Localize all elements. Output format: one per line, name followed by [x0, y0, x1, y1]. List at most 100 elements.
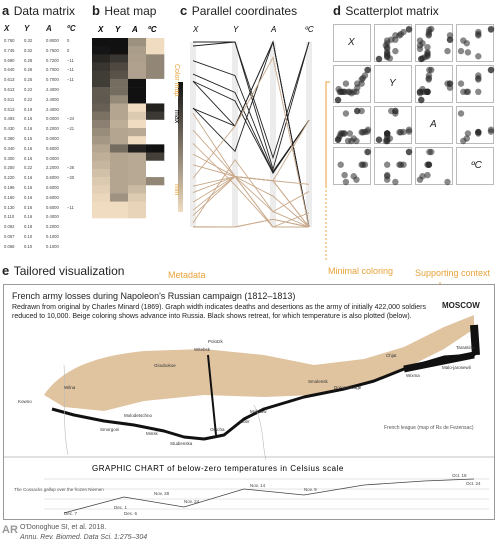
matrix-cell: −11: [67, 57, 74, 63]
temp-label: Oct. 24: [466, 481, 481, 486]
heatmap-cell: [110, 70, 129, 80]
city-label: Smorgoni: [100, 427, 119, 432]
heatmap-cell: [110, 193, 129, 202]
matrix-header-a: A: [46, 24, 52, 33]
tailored-visualization: French army losses during Napoleon's Rus…: [3, 284, 495, 520]
heatmap-cell: [92, 152, 111, 162]
temperature-line: [63, 478, 475, 514]
matrix-cell: 0.6000: [46, 175, 59, 181]
matrix-cell: 0.16: [24, 116, 33, 122]
heatmap-cell: [128, 87, 147, 96]
heatmap-cell: [92, 70, 111, 80]
scatter-point: [405, 26, 413, 33]
scatter-plot: [457, 25, 495, 60]
colormap-bar: [178, 82, 183, 212]
heatmap-cell: [146, 95, 165, 104]
panel-letter: e: [2, 263, 10, 278]
panel-letter: c: [180, 3, 188, 18]
heatmap-cell: [146, 152, 165, 162]
river-line: [253, 404, 267, 461]
scatter-point: [364, 66, 371, 74]
pc-line: [192, 158, 310, 228]
scatter-point: [396, 129, 403, 136]
scatter-cell: X: [333, 24, 371, 62]
scatter-point: [457, 110, 465, 117]
heatmap-header-y: Y: [115, 25, 121, 34]
city-label: Molodetschno: [124, 413, 153, 418]
matrix-cell: 0.6000: [46, 204, 59, 210]
heatmap-cell: [110, 46, 129, 55]
heatmap-cell: [146, 185, 165, 194]
matrix-cell: 0.640: [4, 67, 15, 73]
scatter-plot: [416, 148, 451, 186]
heatmap-cell: [128, 160, 147, 170]
matrix-cell: 0.16: [24, 214, 33, 220]
scatter-point: [334, 96, 342, 104]
city-label: Smolensk: [308, 379, 329, 384]
temp-label: Dec. 1: [114, 505, 128, 510]
matrix-cell: 0.16: [24, 175, 33, 181]
scatter-point: [342, 178, 350, 186]
matrix-cell: 0.10: [24, 243, 33, 249]
heatmap-cell: [128, 54, 147, 63]
panel-letter: b: [92, 3, 100, 18]
scatter-point: [396, 161, 403, 168]
temp-label: Oct. 18: [452, 473, 467, 478]
heatmap-cell: [146, 103, 165, 112]
pc-axes: [190, 42, 312, 227]
scatter-cell: [333, 147, 372, 186]
scatter-plot: [457, 110, 495, 145]
scatter-point: [358, 129, 365, 136]
heatmap-cell: [110, 119, 129, 129]
city-label: Tarantino: [456, 345, 475, 350]
pc-label-x: X: [192, 25, 199, 34]
matrix-cell: 0.18: [24, 224, 33, 230]
heatmap-header-a: A: [131, 25, 138, 34]
matrix-cell: 0.493: [4, 116, 15, 122]
city-label: Witebsk: [194, 347, 211, 352]
heatmap-cell: [92, 128, 111, 137]
heatmap-cell: [128, 111, 147, 121]
panel-d-header: d Scatterplot matrix: [333, 2, 439, 20]
heatmap-cell: [92, 177, 111, 186]
scatter-plot: [457, 66, 495, 96]
scatter-plot: [337, 148, 372, 186]
scatter-cell: [374, 106, 413, 145]
matrix-cell: 0.690: [4, 57, 15, 63]
chart-description: Redrawn from original by Charles Minard …: [12, 304, 426, 320]
scatter-point: [418, 55, 425, 63]
temp-label: Dec. 6: [124, 511, 138, 516]
city-label: Minsk: [146, 431, 159, 436]
scatter-point: [426, 66, 433, 74]
city-label: Orscha: [210, 427, 225, 432]
heatmap-cell: [146, 70, 165, 80]
matrix-cell: 2.4000: [46, 87, 59, 92]
scatter-point: [375, 136, 383, 143]
heatmap-cell: [146, 177, 165, 186]
temp-label: Nov. 28: [154, 491, 170, 496]
matrix-cell: 2.4000: [46, 96, 59, 102]
heatmap-cell: [146, 193, 165, 202]
matrix-cell: 0.513: [4, 106, 15, 112]
heatmap-cell: [92, 95, 111, 104]
panel-c-header: c Parallel coordinates: [180, 2, 297, 20]
heatmap-cell: [110, 201, 129, 211]
scatter-point: [424, 161, 431, 168]
scatter-cell: [456, 106, 495, 145]
scatter-cell: Y: [374, 65, 412, 103]
matrix-cell: 0.7000: [46, 67, 59, 73]
advance-band: [44, 315, 474, 411]
city-label: Dorogobouge: [334, 385, 362, 390]
scatter-point: [475, 76, 482, 83]
heatmap-cell: [92, 193, 111, 202]
heatmap-cell: [110, 168, 129, 178]
heatmap-cell: [92, 87, 111, 96]
scatter-diagonal-label: A: [430, 119, 437, 130]
scatter-point: [337, 161, 344, 168]
scatter-point: [475, 88, 482, 96]
heatmap-cell: [128, 209, 147, 219]
matrix-cell: −20: [67, 175, 75, 181]
scatter-point: [475, 53, 482, 60]
scatter-plot: [375, 107, 413, 145]
city-label: Kowno: [18, 399, 32, 404]
